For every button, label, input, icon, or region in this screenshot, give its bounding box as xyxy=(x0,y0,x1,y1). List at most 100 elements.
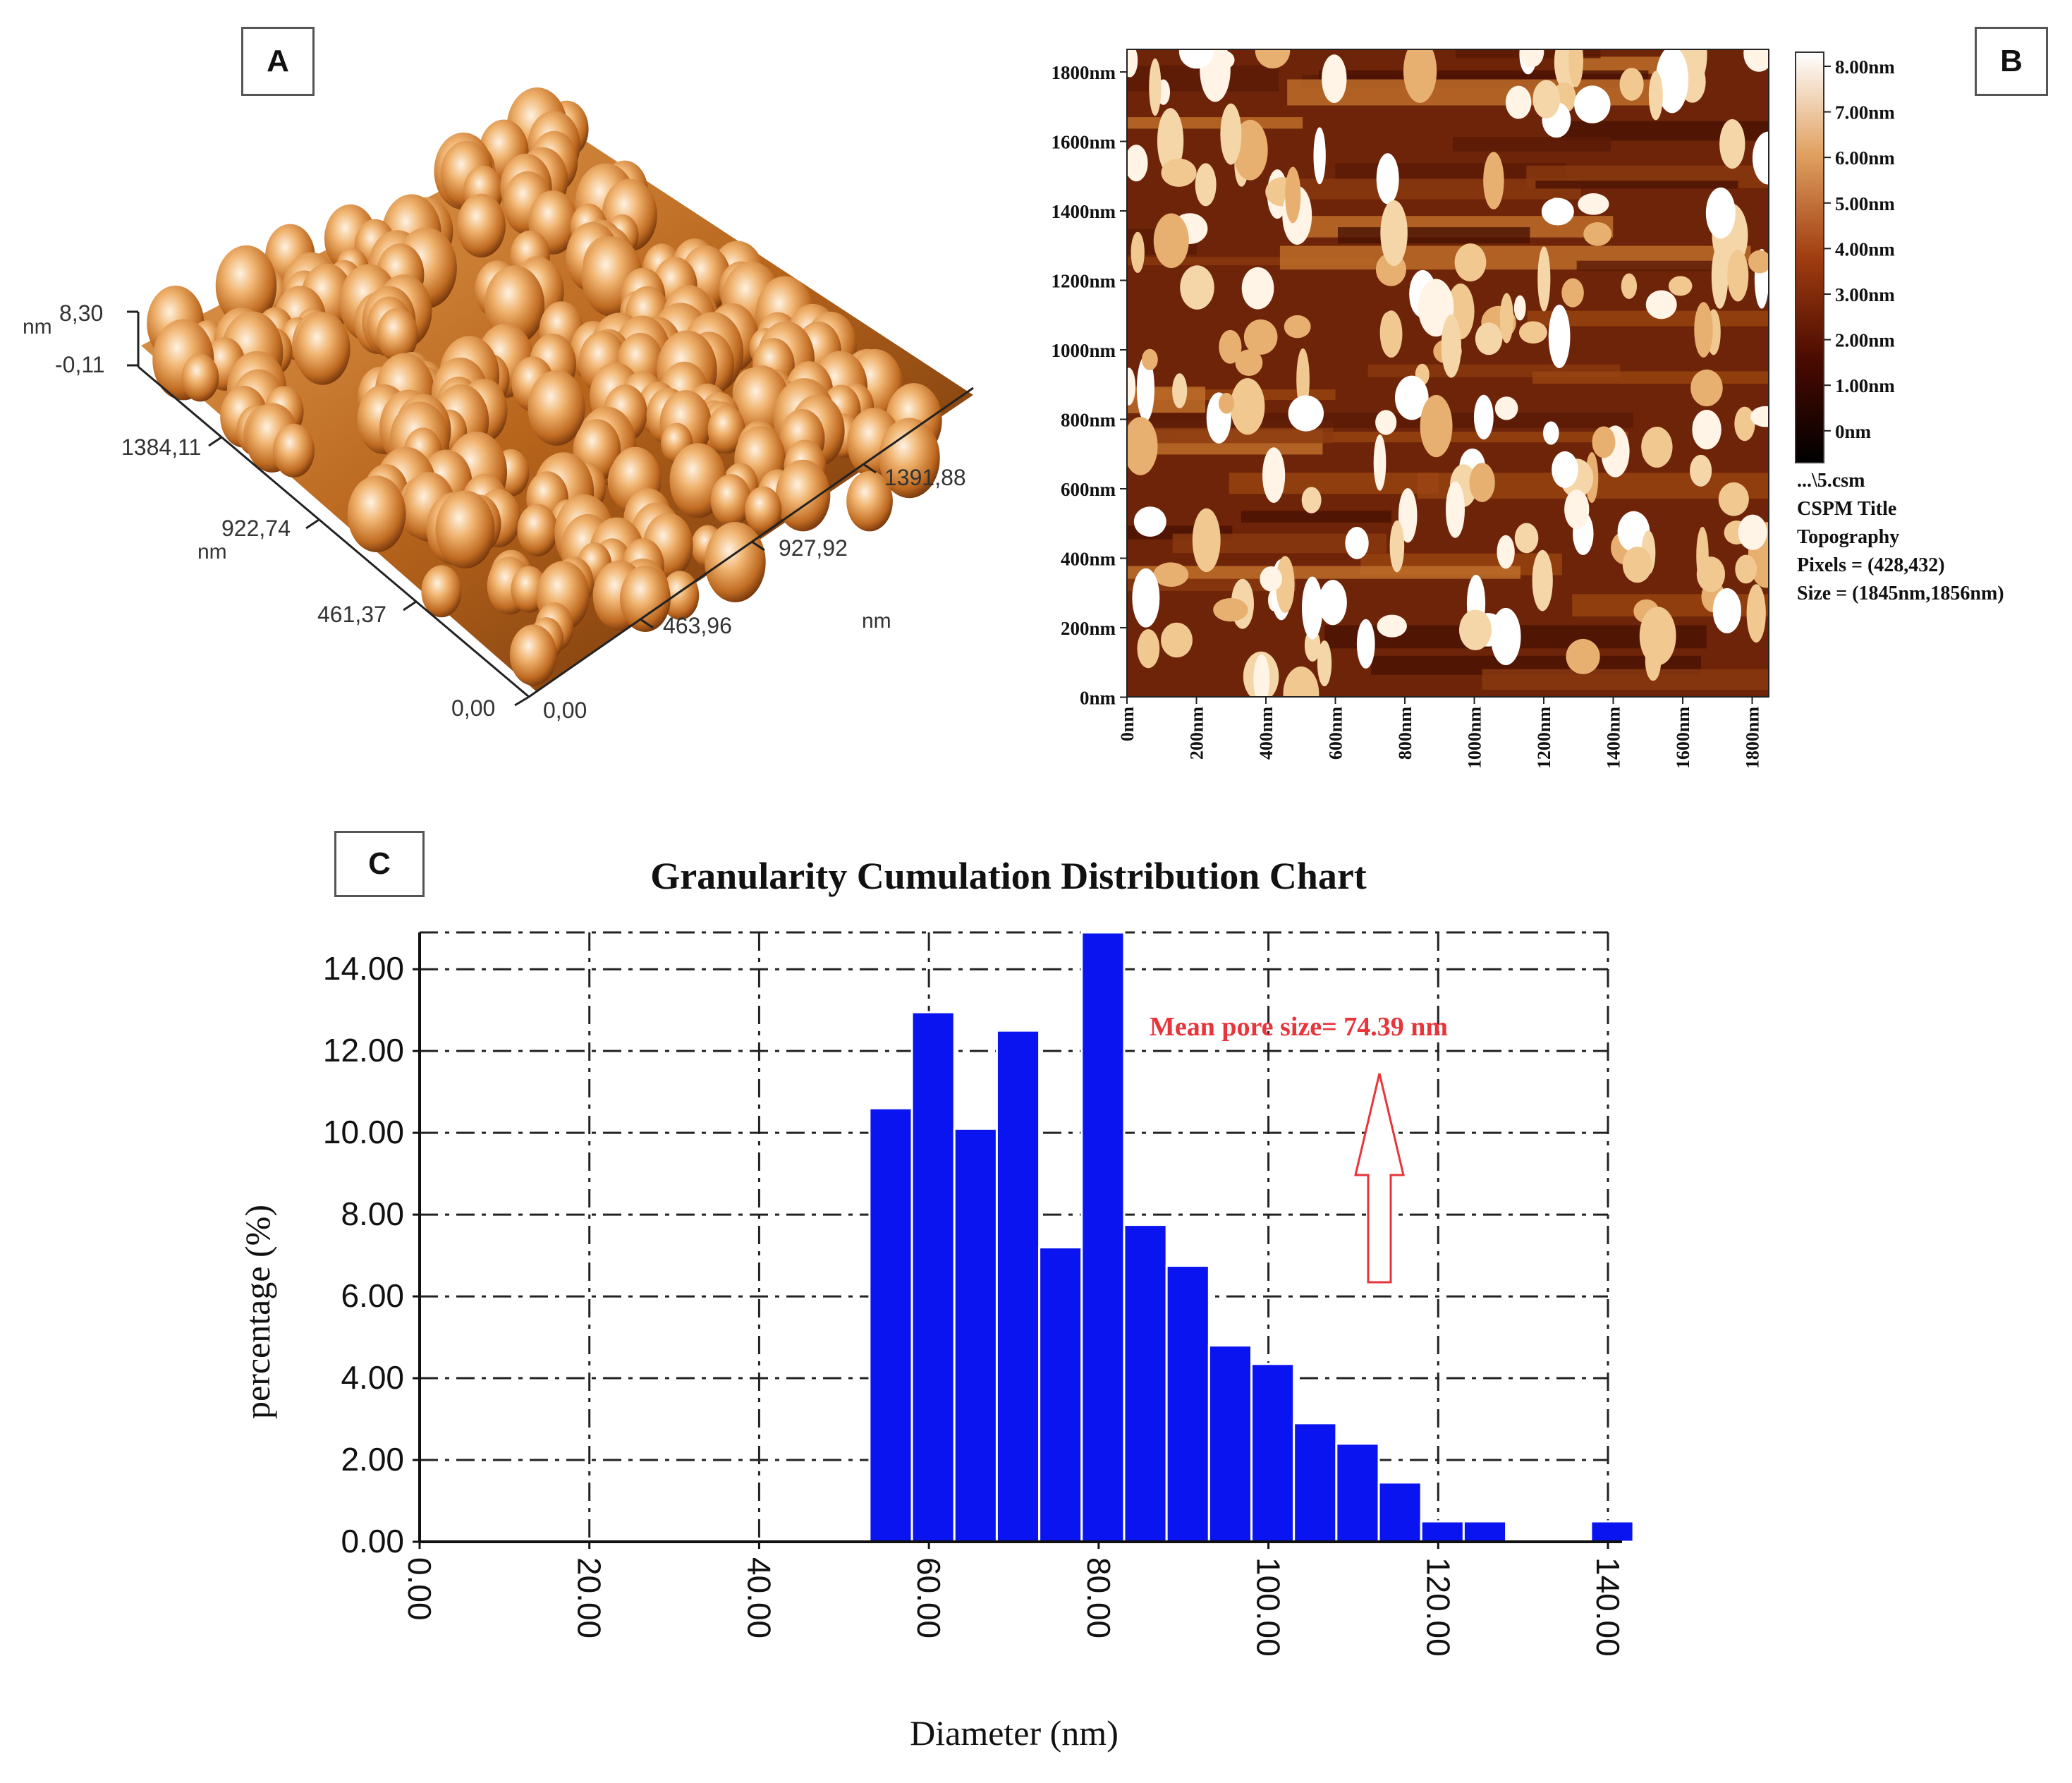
topography-streak xyxy=(1452,137,1611,152)
topography-grain xyxy=(1518,321,1547,344)
topography-grain xyxy=(1142,348,1158,370)
x-axis-label: Diameter (nm) xyxy=(910,1713,1119,1753)
surface-bump xyxy=(710,474,752,527)
topography-grain xyxy=(1475,322,1503,355)
topo-x-tick-label: 0nm xyxy=(1117,707,1138,741)
topo-x-tick-label: 200nm xyxy=(1187,707,1207,760)
histogram-bar xyxy=(1293,1422,1338,1543)
colorbar-tick-label: 6.00nm xyxy=(1835,147,1895,169)
topography-grain xyxy=(1403,49,1437,103)
right-axis-tick-3: 0,00 xyxy=(543,698,587,723)
topography-grain xyxy=(1738,514,1767,550)
surface-bump xyxy=(509,624,557,686)
surface-bump xyxy=(846,470,893,532)
panel-label-a: A xyxy=(241,27,315,96)
histogram-bar xyxy=(1207,1344,1253,1543)
histogram-bar xyxy=(1335,1442,1380,1543)
topography-grain xyxy=(1275,556,1295,614)
topography-grain xyxy=(1379,310,1403,358)
mean-pore-annotation: Mean pore size= 74.39 nm xyxy=(1150,1012,1448,1042)
topography-streak xyxy=(1290,178,1581,200)
surface-bump xyxy=(435,490,495,569)
topography-grain xyxy=(1132,568,1160,628)
annotation-arrow xyxy=(1354,1073,1405,1284)
left-axis-line xyxy=(138,365,530,698)
topography-grain xyxy=(1542,421,1559,445)
topography-grain xyxy=(1514,523,1539,554)
topography-streak xyxy=(1527,310,1769,327)
topo-y-tick-label: 800nm xyxy=(1061,410,1116,431)
histogram-bar xyxy=(995,1029,1041,1543)
colorbar-tick-label: 1.00nm xyxy=(1835,375,1895,396)
histogram-bar xyxy=(1080,931,1126,1543)
topography-grain xyxy=(1494,396,1518,420)
topo-x-tick-label: 1000nm xyxy=(1465,707,1485,769)
topography-grain xyxy=(1548,304,1571,369)
topography-grain xyxy=(1574,85,1611,123)
surface-bump xyxy=(705,522,766,602)
x-tick-label: 20.00 xyxy=(571,1557,608,1638)
topography-streak xyxy=(1319,70,1649,80)
colorbar-tick-label: 0nm xyxy=(1835,421,1872,442)
topography-grain xyxy=(1136,355,1154,422)
topography-grain xyxy=(1260,566,1283,592)
topography-grain xyxy=(1622,547,1652,583)
topography-grain xyxy=(1127,367,1136,406)
topography-grain xyxy=(1127,145,1148,182)
topography-info-line: Pixels = (428,432) xyxy=(1797,554,1945,576)
histogram-bar xyxy=(1250,1363,1296,1543)
topography-streak xyxy=(1241,511,1391,523)
surface-bump xyxy=(273,423,315,478)
topography-grain xyxy=(1497,535,1515,569)
topography-grain xyxy=(1230,378,1265,435)
topography-grain xyxy=(1178,49,1214,69)
x-tick-label: 120.00 xyxy=(1420,1557,1456,1657)
topography-grain xyxy=(1398,488,1418,543)
x-tick-label: 80.00 xyxy=(1080,1557,1117,1638)
topography-grain xyxy=(1296,348,1310,410)
histogram-bar xyxy=(1038,1246,1083,1543)
topography-grain xyxy=(1127,417,1158,475)
topography-streak xyxy=(1482,669,1769,690)
topography-grain xyxy=(1532,80,1561,118)
topography-grain xyxy=(1750,406,1769,427)
y-tick-label: 8.00 xyxy=(341,1195,404,1232)
topography-grain xyxy=(1213,597,1248,622)
topography-streak xyxy=(1127,566,1521,579)
topography-grain xyxy=(1692,410,1721,450)
topography-grain xyxy=(1373,434,1387,491)
topography-grain xyxy=(1317,640,1332,687)
topography-grain xyxy=(1746,584,1766,643)
topography-grain xyxy=(1262,447,1286,504)
topography-grain xyxy=(1137,629,1160,669)
topography-grain xyxy=(1727,250,1749,302)
topography-grain xyxy=(1192,508,1221,573)
topography-grain xyxy=(1655,49,1689,114)
topography-grain xyxy=(1375,410,1397,435)
y-tick-label: 10.00 xyxy=(323,1114,404,1150)
topography-grain xyxy=(1157,108,1184,174)
topography-grain xyxy=(1648,71,1663,121)
y-tick-label: 14.00 xyxy=(323,950,404,987)
topography-grain xyxy=(1705,187,1736,239)
histogram-bar xyxy=(1377,1481,1422,1543)
surface-bumps xyxy=(147,87,942,686)
topography-grain xyxy=(1441,314,1462,378)
topography-grain xyxy=(1288,395,1324,432)
y-tick-label: 4.00 xyxy=(341,1359,404,1396)
surface-bump xyxy=(181,353,219,402)
topography-grain xyxy=(1734,406,1755,442)
colorbar xyxy=(1795,51,1824,463)
y-axis-label: percentage (%) xyxy=(238,1205,277,1419)
topography-grain xyxy=(1578,193,1609,215)
x-tick-label: 140.00 xyxy=(1590,1557,1626,1657)
topo-y-tick-label: 1800nm xyxy=(1051,62,1116,83)
topography-grain xyxy=(1285,166,1301,224)
topography-grain xyxy=(1322,54,1347,104)
right-axis-tick-1: 927,92 xyxy=(779,535,848,561)
topography-grain xyxy=(1690,454,1712,487)
topography-grain xyxy=(1743,49,1769,72)
right-axis-line xyxy=(528,387,974,698)
topo-y-tick-label: 1000nm xyxy=(1051,340,1116,361)
topography-grain xyxy=(1621,273,1638,299)
